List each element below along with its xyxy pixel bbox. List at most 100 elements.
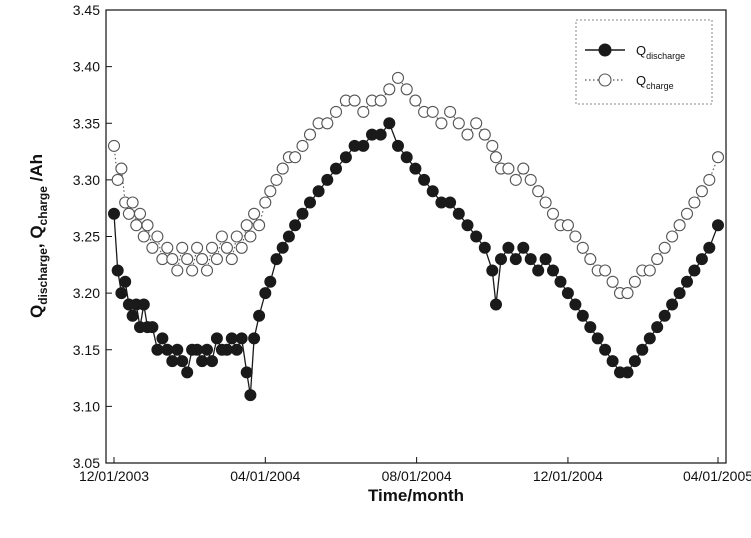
y-axis-title-sub2: charge <box>36 186 50 226</box>
data-point-charge <box>111 173 124 186</box>
data-point-discharge <box>517 241 530 254</box>
legend-discharge-main: Q <box>636 43 646 58</box>
data-point-discharge <box>486 264 499 277</box>
data-point-discharge <box>539 253 552 266</box>
data-point-discharge <box>220 343 233 356</box>
data-point-charge <box>452 117 465 130</box>
data-point-charge <box>181 253 194 266</box>
data-point-charge <box>444 105 457 118</box>
data-point-charge <box>695 185 708 198</box>
data-point-charge <box>115 162 128 175</box>
data-point-charge <box>296 139 309 152</box>
data-point-discharge <box>712 219 724 232</box>
data-point-discharge <box>673 287 686 300</box>
y-tick-label: 3.45 <box>73 2 100 18</box>
data-point-charge <box>303 128 317 141</box>
legend-charge-main: Q <box>636 73 646 88</box>
data-point-charge <box>130 219 143 232</box>
data-point-charge <box>248 207 261 220</box>
y-tick-label: 3.25 <box>73 229 100 245</box>
data-point-charge <box>546 207 560 220</box>
data-point-discharge <box>166 355 179 368</box>
y-tick-label: 3.10 <box>73 398 100 414</box>
legend-charge-sub: charge <box>646 81 674 91</box>
data-point-charge <box>703 173 716 186</box>
data-point-discharge <box>606 355 619 368</box>
data-point-discharge <box>201 343 213 356</box>
data-point-charge <box>240 219 253 232</box>
data-point-charge <box>539 196 552 209</box>
legend: Qdischarge Qcharge <box>575 19 713 105</box>
data-point-discharge <box>244 389 257 402</box>
data-point-charge <box>253 219 266 232</box>
data-point-discharge <box>569 298 582 311</box>
data-point-discharge <box>444 196 457 209</box>
legend-discharge-label: Qdischarge <box>636 43 685 61</box>
data-point-charge <box>107 139 121 152</box>
legend-discharge-marker <box>598 43 612 57</box>
data-point-charge <box>210 253 223 266</box>
data-point-discharge <box>547 264 559 277</box>
data-point-discharge <box>392 139 404 152</box>
data-point-charge <box>186 264 199 277</box>
data-point-discharge <box>191 343 204 356</box>
x-tick-label: 08/01/2004 <box>382 468 452 484</box>
data-point-discharge <box>304 196 316 209</box>
data-point-discharge <box>253 309 266 322</box>
series-discharge <box>108 117 724 402</box>
data-point-discharge <box>621 366 634 379</box>
data-point-discharge <box>695 253 708 266</box>
data-point-charge <box>658 241 671 254</box>
x-axis: 12/01/2003 04/01/2004 08/01/2004 12/01/2004… <box>79 457 751 484</box>
data-point-discharge <box>206 355 218 368</box>
data-point-charge <box>688 196 701 209</box>
data-point-charge <box>599 264 612 277</box>
data-point-discharge <box>108 207 120 220</box>
data-point-charge <box>146 241 159 254</box>
data-point-discharge <box>270 253 283 266</box>
data-point-discharge <box>137 298 150 311</box>
series-charge <box>107 71 725 300</box>
data-point-charge <box>156 253 169 266</box>
data-point-charge <box>391 71 405 84</box>
data-point-charge <box>357 105 370 118</box>
data-point-charge <box>489 151 503 164</box>
data-point-discharge <box>210 332 223 345</box>
x-tick-label: 04/01/2004 <box>230 468 300 484</box>
data-point-discharge <box>658 309 671 322</box>
data-point-charge <box>126 196 139 209</box>
data-point-charge <box>196 253 209 266</box>
y-axis-title: Qdischarge, Qcharge /Ah <box>27 154 50 318</box>
data-point-discharge <box>666 298 679 311</box>
data-point-charge <box>235 241 248 254</box>
data-point-discharge <box>115 287 128 300</box>
data-point-discharge <box>591 332 604 345</box>
data-point-charge <box>532 185 545 198</box>
data-point-charge <box>409 94 422 107</box>
data-point-discharge <box>296 207 309 220</box>
data-point-discharge <box>509 253 522 266</box>
data-point-charge <box>584 253 597 266</box>
legend-discharge-sub: discharge <box>646 51 685 61</box>
legend-box <box>575 19 713 105</box>
y-tick-label: 3.35 <box>73 115 100 131</box>
data-point-charge <box>161 241 174 254</box>
data-point-charge <box>576 241 589 254</box>
data-point-discharge <box>502 241 515 254</box>
data-point-charge <box>321 117 334 130</box>
data-point-discharge <box>146 321 159 334</box>
data-point-charge <box>666 230 679 243</box>
data-point-charge <box>400 83 413 96</box>
data-point-discharge <box>461 219 474 232</box>
data-point-discharge <box>111 264 124 277</box>
data-point-discharge <box>426 185 439 198</box>
data-point-charge <box>166 253 179 266</box>
data-point-charge <box>137 230 150 243</box>
data-point-charge <box>502 162 515 175</box>
data-point-discharge <box>452 207 465 220</box>
data-point-charge <box>191 241 204 254</box>
x-tick-label: 12/01/2003 <box>79 468 149 484</box>
data-point-discharge <box>418 173 431 186</box>
data-point-discharge <box>584 321 597 334</box>
